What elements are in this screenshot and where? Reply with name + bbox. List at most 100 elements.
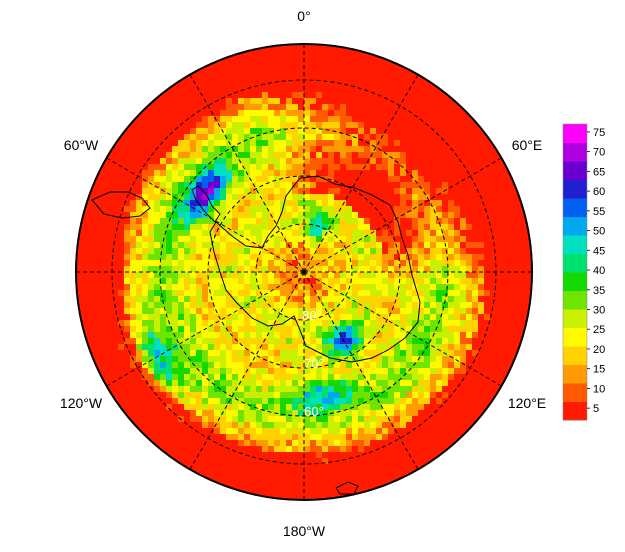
data-pixel — [184, 272, 190, 278]
data-pixel — [160, 140, 166, 146]
data-pixel — [208, 272, 214, 278]
data-pixel — [154, 194, 160, 200]
data-pixel — [142, 110, 148, 116]
data-pixel — [490, 344, 496, 350]
data-pixel — [412, 374, 418, 380]
data-pixel — [106, 350, 112, 356]
data-pixel — [358, 476, 364, 482]
data-pixel — [136, 152, 142, 158]
data-pixel — [286, 254, 292, 260]
data-pixel — [94, 314, 100, 320]
data-pixel — [304, 290, 310, 296]
data-pixel — [496, 230, 502, 236]
data-pixel — [292, 392, 298, 398]
data-pixel — [430, 314, 436, 320]
latitude-labels: 60° 70° 80° — [302, 308, 324, 419]
data-pixel — [346, 362, 352, 368]
data-pixel — [412, 254, 418, 260]
data-pixel — [322, 446, 328, 452]
data-pixel — [142, 398, 148, 404]
data-pixel — [484, 386, 490, 392]
data-pixel — [280, 422, 286, 428]
data-pixel — [322, 296, 328, 302]
data-pixel — [232, 332, 238, 338]
data-pixel — [292, 326, 298, 332]
data-pixel — [436, 266, 442, 272]
data-pixel — [250, 188, 256, 194]
data-pixel — [502, 350, 508, 356]
data-pixel — [154, 140, 160, 146]
data-pixel — [496, 242, 502, 248]
data-pixel — [430, 146, 436, 152]
data-pixel — [142, 242, 148, 248]
data-pixel — [226, 464, 232, 470]
data-pixel — [496, 308, 502, 314]
data-pixel — [244, 230, 250, 236]
data-pixel — [448, 380, 454, 386]
data-pixel — [190, 374, 196, 380]
data-pixel — [412, 398, 418, 404]
data-pixel — [190, 200, 196, 206]
data-pixel — [328, 68, 334, 74]
data-pixel — [346, 428, 352, 434]
data-pixel — [382, 332, 388, 338]
data-pixel — [280, 74, 286, 80]
data-pixel — [292, 404, 298, 410]
data-pixel — [322, 140, 328, 146]
data-pixel — [328, 296, 334, 302]
data-pixel — [346, 182, 352, 188]
data-pixel — [172, 152, 178, 158]
data-pixel — [436, 386, 442, 392]
data-pixel — [154, 248, 160, 254]
data-pixel — [196, 146, 202, 152]
data-pixel — [430, 386, 436, 392]
data-pixel — [268, 158, 274, 164]
data-pixel — [160, 278, 166, 284]
data-pixel — [292, 212, 298, 218]
data-pixel — [328, 440, 334, 446]
data-pixel — [328, 302, 334, 308]
data-pixel — [412, 80, 418, 86]
data-pixel — [202, 392, 208, 398]
data-pixel — [370, 350, 376, 356]
data-pixel — [310, 296, 316, 302]
data-pixel — [124, 152, 130, 158]
data-pixel — [136, 422, 142, 428]
data-pixel — [220, 176, 226, 182]
data-pixel — [466, 134, 472, 140]
data-pixel — [358, 284, 364, 290]
data-pixel — [262, 56, 268, 62]
data-pixel — [256, 278, 262, 284]
data-pixel — [496, 164, 502, 170]
data-pixel — [376, 470, 382, 476]
data-pixel — [298, 74, 304, 80]
data-pixel — [310, 326, 316, 332]
data-pixel — [280, 314, 286, 320]
data-pixel — [172, 134, 178, 140]
data-pixel — [352, 422, 358, 428]
data-pixel — [340, 356, 346, 362]
data-pixel — [250, 368, 256, 374]
data-pixel — [364, 392, 370, 398]
data-pixel — [208, 182, 214, 188]
data-pixel — [418, 272, 424, 278]
data-pixel — [514, 176, 520, 182]
data-pixel — [448, 194, 454, 200]
data-pixel — [202, 404, 208, 410]
data-pixel — [442, 392, 448, 398]
data-pixel — [172, 110, 178, 116]
data-pixel — [124, 404, 130, 410]
data-pixel — [256, 452, 262, 458]
data-pixel — [460, 362, 466, 368]
data-pixel — [394, 350, 400, 356]
data-pixel — [490, 314, 496, 320]
data-pixel — [502, 320, 508, 326]
data-pixel — [298, 254, 304, 260]
data-pixel — [256, 230, 262, 236]
data-pixel — [214, 254, 220, 260]
data-pixel — [292, 350, 298, 356]
data-pixel — [406, 74, 412, 80]
data-pixel — [244, 122, 250, 128]
data-pixel — [142, 212, 148, 218]
data-pixel — [322, 50, 328, 56]
